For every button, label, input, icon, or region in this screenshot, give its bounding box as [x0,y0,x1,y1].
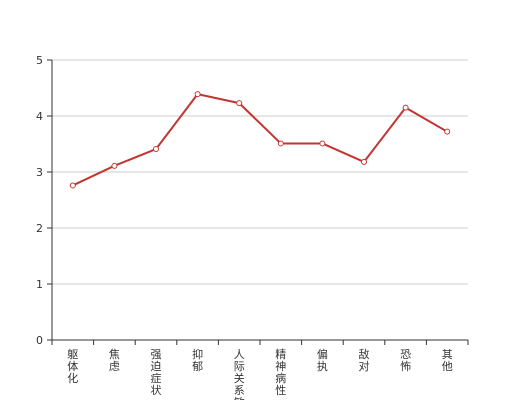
y-tick-label: 4 [36,110,43,123]
data-point[interactable] [402,104,409,111]
axes [51,60,468,341]
gridlines [52,59,468,285]
y-tick-label: 0 [36,334,43,347]
x-tick-label: 恐怖 [400,348,411,373]
x-tick-label: 敌对 [359,347,370,373]
data-point[interactable] [69,182,76,189]
data-points [69,91,451,189]
x-tick-label: 其他 [442,348,453,373]
y-tick-label: 3 [36,166,43,179]
data-point[interactable] [361,158,367,165]
x-axis-ticks: 躯体化 焦虑 强迫症状 抑郁 人际关系敏感 精神病性 偏执 敌对 恐怖 其他 [51,340,469,404]
x-tick-label: 精神病性 [275,348,286,397]
data-point[interactable] [194,91,201,98]
y-axis-ticks: 0 1 2 3 4 5 [36,54,52,347]
x-tick-label: 抑郁 [192,347,203,373]
data-point[interactable] [153,146,159,153]
x-tick-label: 强迫症状 [151,348,162,397]
y-tick-label: 1 [36,278,43,291]
data-point[interactable] [277,140,284,147]
x-tick-label: 焦虑 [109,348,120,373]
series-layer [72,93,448,187]
y-tick-label: 5 [36,54,43,67]
y-tick-label: 2 [36,222,43,235]
x-tick-label: 躯体化 [67,348,78,385]
series-line [72,93,448,187]
data-point[interactable] [444,128,451,135]
data-point[interactable] [236,100,243,107]
x-tick-label: 人际关系敏感 [234,348,245,400]
data-point[interactable] [319,140,326,147]
data-point[interactable] [111,162,118,169]
x-tick-label: 偏执 [317,347,328,373]
